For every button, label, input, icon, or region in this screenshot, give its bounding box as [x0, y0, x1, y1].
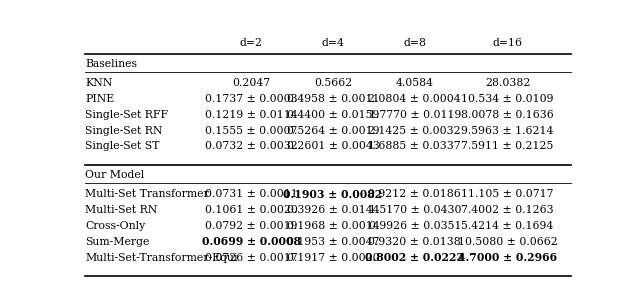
Text: Single-Set RN: Single-Set RN [85, 126, 163, 136]
Text: 8.0078 ± 0.1636: 8.0078 ± 0.1636 [461, 110, 554, 120]
Text: 0.9212 ± 0.0186: 0.9212 ± 0.0186 [369, 189, 461, 200]
Text: 1.5170 ± 0.0430: 1.5170 ± 0.0430 [369, 205, 461, 215]
Text: 0.0792 ± 0.0019: 0.0792 ± 0.0019 [205, 221, 298, 231]
Text: 10.534 ± 0.0109: 10.534 ± 0.0109 [461, 94, 554, 104]
Text: 9.5963 ± 1.6214: 9.5963 ± 1.6214 [461, 126, 554, 136]
Text: 0.1737 ± 0.0003: 0.1737 ± 0.0003 [205, 94, 298, 104]
Text: 0.1903 ± 0.0082: 0.1903 ± 0.0082 [284, 189, 383, 200]
Text: 7.4002 ± 0.1263: 7.4002 ± 0.1263 [461, 205, 554, 215]
Text: 2.0804 ± 0.0004: 2.0804 ± 0.0004 [369, 94, 461, 104]
Text: d=8: d=8 [403, 38, 426, 48]
Text: KNN: KNN [85, 78, 112, 88]
Text: 1.7770 ± 0.0119: 1.7770 ± 0.0119 [369, 110, 461, 120]
Text: 5.4214 ± 0.1694: 5.4214 ± 0.1694 [461, 221, 554, 231]
Text: 11.105 ± 0.0717: 11.105 ± 0.0717 [461, 189, 554, 200]
Text: Baselines: Baselines [85, 59, 137, 69]
Text: 0.5264 ± 0.0019: 0.5264 ± 0.0019 [287, 126, 380, 136]
Text: Multi-Set-Transformer-Equi: Multi-Set-Transformer-Equi [85, 253, 237, 263]
Text: Multi-Set Transformer: Multi-Set Transformer [85, 189, 209, 200]
Text: Single-Set RFF: Single-Set RFF [85, 110, 168, 120]
Text: 0.1968 ± 0.0014: 0.1968 ± 0.0014 [287, 221, 380, 231]
Text: 0.1555 ± 0.0007: 0.1555 ± 0.0007 [205, 126, 298, 136]
Text: 10.5080 ± 0.0662: 10.5080 ± 0.0662 [458, 237, 557, 247]
Text: 0.0732 ± 0.0032: 0.0732 ± 0.0032 [205, 141, 298, 151]
Text: 0.0731 ± 0.0011: 0.0731 ± 0.0011 [205, 189, 298, 200]
Text: Our Model: Our Model [85, 170, 144, 180]
Text: PINE: PINE [85, 94, 114, 104]
Text: 4.7000 ± 0.2966: 4.7000 ± 0.2966 [458, 252, 557, 263]
Text: 0.2601 ± 0.0043: 0.2601 ± 0.0043 [287, 141, 380, 151]
Text: 0.3926 ± 0.0144: 0.3926 ± 0.0144 [287, 205, 380, 215]
Text: Sum-Merge: Sum-Merge [85, 237, 149, 247]
Text: Cross-Only: Cross-Only [85, 221, 145, 231]
Text: Multi-Set RN: Multi-Set RN [85, 205, 157, 215]
Text: 0.1219 ± 0.0114: 0.1219 ± 0.0114 [205, 110, 298, 120]
Text: 2.1425 ± 0.0032: 2.1425 ± 0.0032 [369, 126, 461, 136]
Text: 0.9320 ± 0.0138: 0.9320 ± 0.0138 [369, 237, 461, 247]
Text: 0.4958 ± 0.0011: 0.4958 ± 0.0011 [287, 94, 380, 104]
Text: 0.0726 ± 0.0017: 0.0726 ± 0.0017 [205, 253, 298, 263]
Text: 28.0382: 28.0382 [485, 78, 530, 88]
Text: 0.5662: 0.5662 [314, 78, 352, 88]
Text: d=16: d=16 [493, 38, 522, 48]
Text: d=4: d=4 [321, 38, 344, 48]
Text: 0.1061 ± 0.0020: 0.1061 ± 0.0020 [205, 205, 298, 215]
Text: 1.6885 ± 0.0337: 1.6885 ± 0.0337 [369, 141, 461, 151]
Text: 0.8002 ± 0.0222: 0.8002 ± 0.0222 [365, 252, 464, 263]
Text: 0.2047: 0.2047 [232, 78, 270, 88]
Text: 4.0584: 4.0584 [396, 78, 434, 88]
Text: Single-Set ST: Single-Set ST [85, 141, 159, 151]
Text: 0.4400 ± 0.0159: 0.4400 ± 0.0159 [287, 110, 379, 120]
Text: 7.5911 ± 0.2125: 7.5911 ± 0.2125 [461, 141, 554, 151]
Text: 0.9926 ± 0.0351: 0.9926 ± 0.0351 [369, 221, 461, 231]
Text: d=2: d=2 [239, 38, 262, 48]
Text: 0.1917 ± 0.0020: 0.1917 ± 0.0020 [287, 253, 380, 263]
Text: 0.1953 ± 0.0047: 0.1953 ± 0.0047 [287, 237, 379, 247]
Text: 0.0699 ± 0.0008: 0.0699 ± 0.0008 [202, 236, 301, 247]
